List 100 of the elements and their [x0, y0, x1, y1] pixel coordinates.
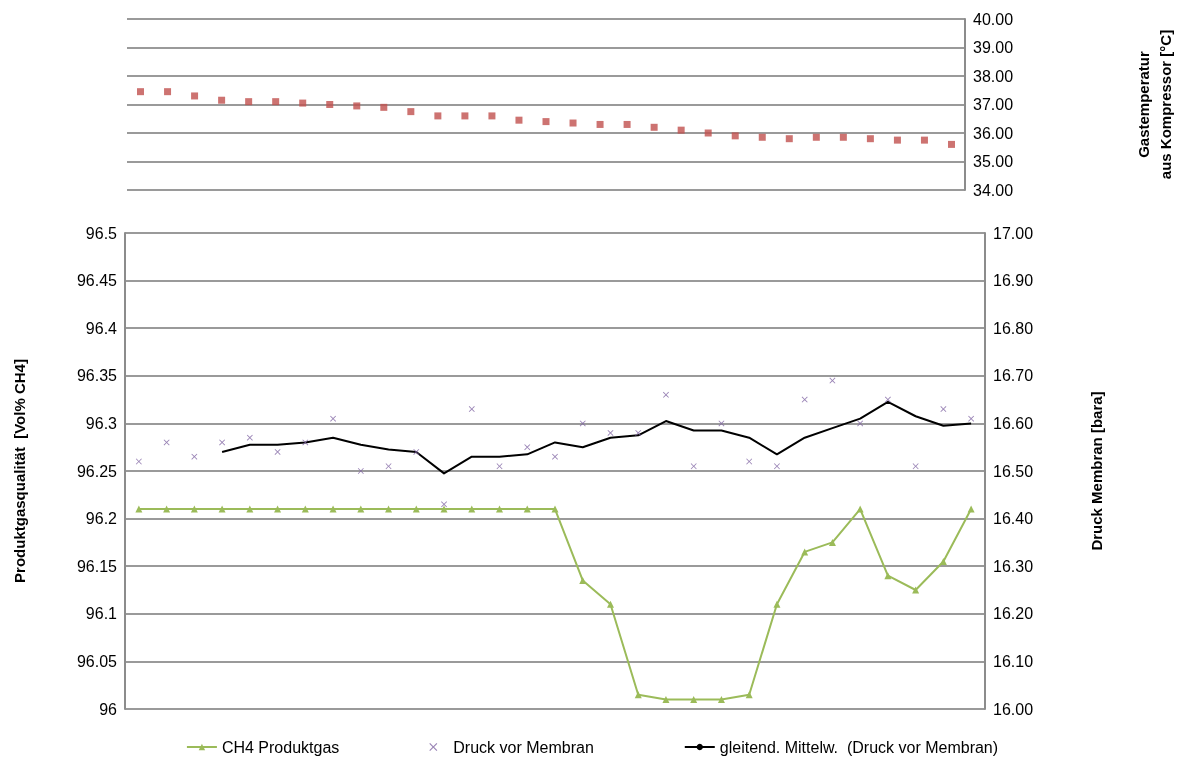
y2-tick-label: 40.00	[973, 10, 1014, 28]
y2-tick-label: 38.00	[973, 67, 1014, 85]
point	[967, 505, 975, 513]
y-tick-label: 96.5	[85, 224, 118, 242]
point	[407, 108, 415, 116]
point	[488, 112, 496, 120]
point	[947, 140, 955, 148]
legend-label: Druck vor Membran	[453, 738, 594, 756]
y2-axis-title: Druck Membran [bara]	[1087, 391, 1105, 551]
point	[496, 505, 504, 513]
y-tick-label: 96.35	[76, 367, 118, 385]
point	[920, 136, 928, 144]
y-tick-label: 96.25	[76, 462, 118, 480]
y2-tick-label: 16.80	[993, 319, 1034, 337]
point	[662, 391, 669, 398]
point	[785, 135, 793, 143]
point	[413, 448, 420, 455]
y2-tick-label: 16.60	[993, 414, 1034, 432]
point	[912, 586, 920, 594]
y2-tick-label: 16.70	[993, 367, 1034, 385]
point	[856, 505, 864, 513]
y2-tick-label: 39.00	[973, 39, 1014, 56]
point	[219, 439, 226, 446]
y-tick-label: 96.1	[85, 605, 118, 623]
point	[274, 448, 281, 455]
y-tick-label: 96.15	[76, 557, 118, 575]
point	[353, 102, 361, 110]
point	[690, 463, 697, 470]
point	[329, 505, 337, 513]
point	[385, 505, 393, 513]
point	[137, 88, 145, 96]
y2-axis-title: Gastemperatur aus Kompressor [°C]	[1134, 29, 1174, 180]
point	[434, 112, 442, 120]
point	[635, 429, 642, 436]
y-tick-label: 96.05	[76, 652, 118, 670]
point	[773, 463, 780, 470]
point	[357, 468, 364, 474]
point	[607, 429, 614, 436]
point	[218, 96, 226, 104]
point	[758, 133, 766, 141]
point	[274, 505, 282, 513]
point	[704, 129, 712, 137]
y-tick-label: 96.2	[85, 510, 118, 528]
point	[839, 133, 847, 141]
y-tick-label: 96	[99, 700, 118, 718]
point	[968, 415, 975, 422]
y2-tick-label: 34.00	[973, 181, 1014, 199]
point	[191, 92, 199, 100]
point	[330, 415, 337, 422]
point	[812, 133, 820, 141]
point	[552, 453, 558, 460]
legend-label: gleitend. Mittelw. (Druck vor Membran)	[719, 738, 999, 756]
point	[412, 505, 420, 513]
y2-tick-label: 16.90	[993, 272, 1034, 290]
y2-tick-label: 16.30	[993, 557, 1034, 575]
point	[515, 116, 523, 124]
point	[468, 406, 475, 413]
point	[190, 505, 198, 513]
y2-tick-label: 16.50	[993, 462, 1034, 480]
point	[569, 119, 577, 127]
point	[596, 120, 604, 128]
y-tick-label: 96.4	[85, 319, 118, 337]
point	[940, 406, 947, 413]
point	[912, 463, 919, 470]
y2-tick-label: 36.00	[973, 124, 1014, 142]
y2-tick-label: 35.00	[973, 153, 1014, 170]
point	[524, 444, 531, 451]
point	[441, 501, 448, 508]
point	[523, 505, 531, 513]
point	[773, 600, 781, 608]
point	[135, 505, 143, 513]
point	[246, 505, 254, 513]
point	[163, 505, 171, 513]
point	[301, 505, 309, 513]
point	[650, 123, 658, 131]
point	[299, 99, 307, 107]
point	[542, 118, 550, 126]
point	[461, 112, 469, 120]
point	[579, 576, 587, 584]
point	[246, 434, 253, 441]
point	[623, 120, 631, 128]
point	[677, 126, 685, 134]
y2-tick-label: 16.00	[993, 700, 1034, 718]
point	[662, 695, 670, 703]
point	[866, 135, 874, 143]
y-tick-label: 96.3	[85, 414, 118, 432]
y2-tick-label: 17.00	[993, 224, 1034, 242]
point	[440, 505, 448, 513]
point	[218, 505, 226, 513]
point	[717, 695, 725, 703]
point	[731, 132, 739, 140]
point	[551, 505, 559, 513]
point	[606, 600, 614, 608]
point	[164, 88, 172, 96]
y2-tick-label: 16.20	[993, 605, 1034, 623]
y2-tick-label: 16.40	[993, 510, 1034, 528]
point	[884, 396, 891, 403]
point	[380, 103, 388, 111]
point	[884, 572, 892, 580]
y2-tick-label: 37.00	[973, 96, 1014, 113]
